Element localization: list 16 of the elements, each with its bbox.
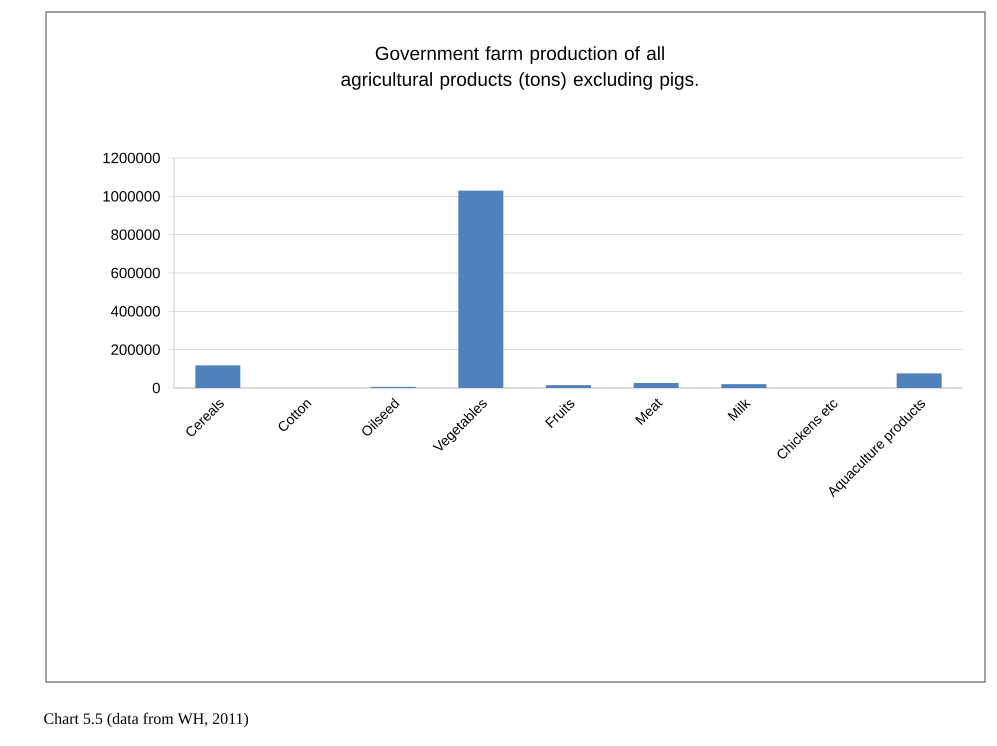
caption: Chart 5.5 (data from WH, 2011) — [44, 712, 248, 728]
chart-title: Government farm production of all agricultural products (tons) excluding pigs. — [341, 46, 698, 90]
bar — [458, 190, 504, 388]
bar — [195, 365, 240, 388]
bar — [721, 384, 766, 388]
bar — [896, 373, 942, 388]
bar — [634, 383, 679, 388]
bar — [546, 385, 592, 388]
y-tick-label: 1000000 — [103, 191, 160, 202]
y-tick-label: 800000 — [111, 229, 160, 240]
y-tick-label: 600000 — [111, 268, 160, 278]
y-tick-label: 0 — [152, 382, 160, 394]
y-tick-label: 400000 — [110, 306, 160, 317]
x-tick-label: Milk — [727, 399, 752, 421]
y-tick-label: 1200000 — [103, 152, 160, 164]
y-tick-label: 200000 — [111, 344, 160, 355]
